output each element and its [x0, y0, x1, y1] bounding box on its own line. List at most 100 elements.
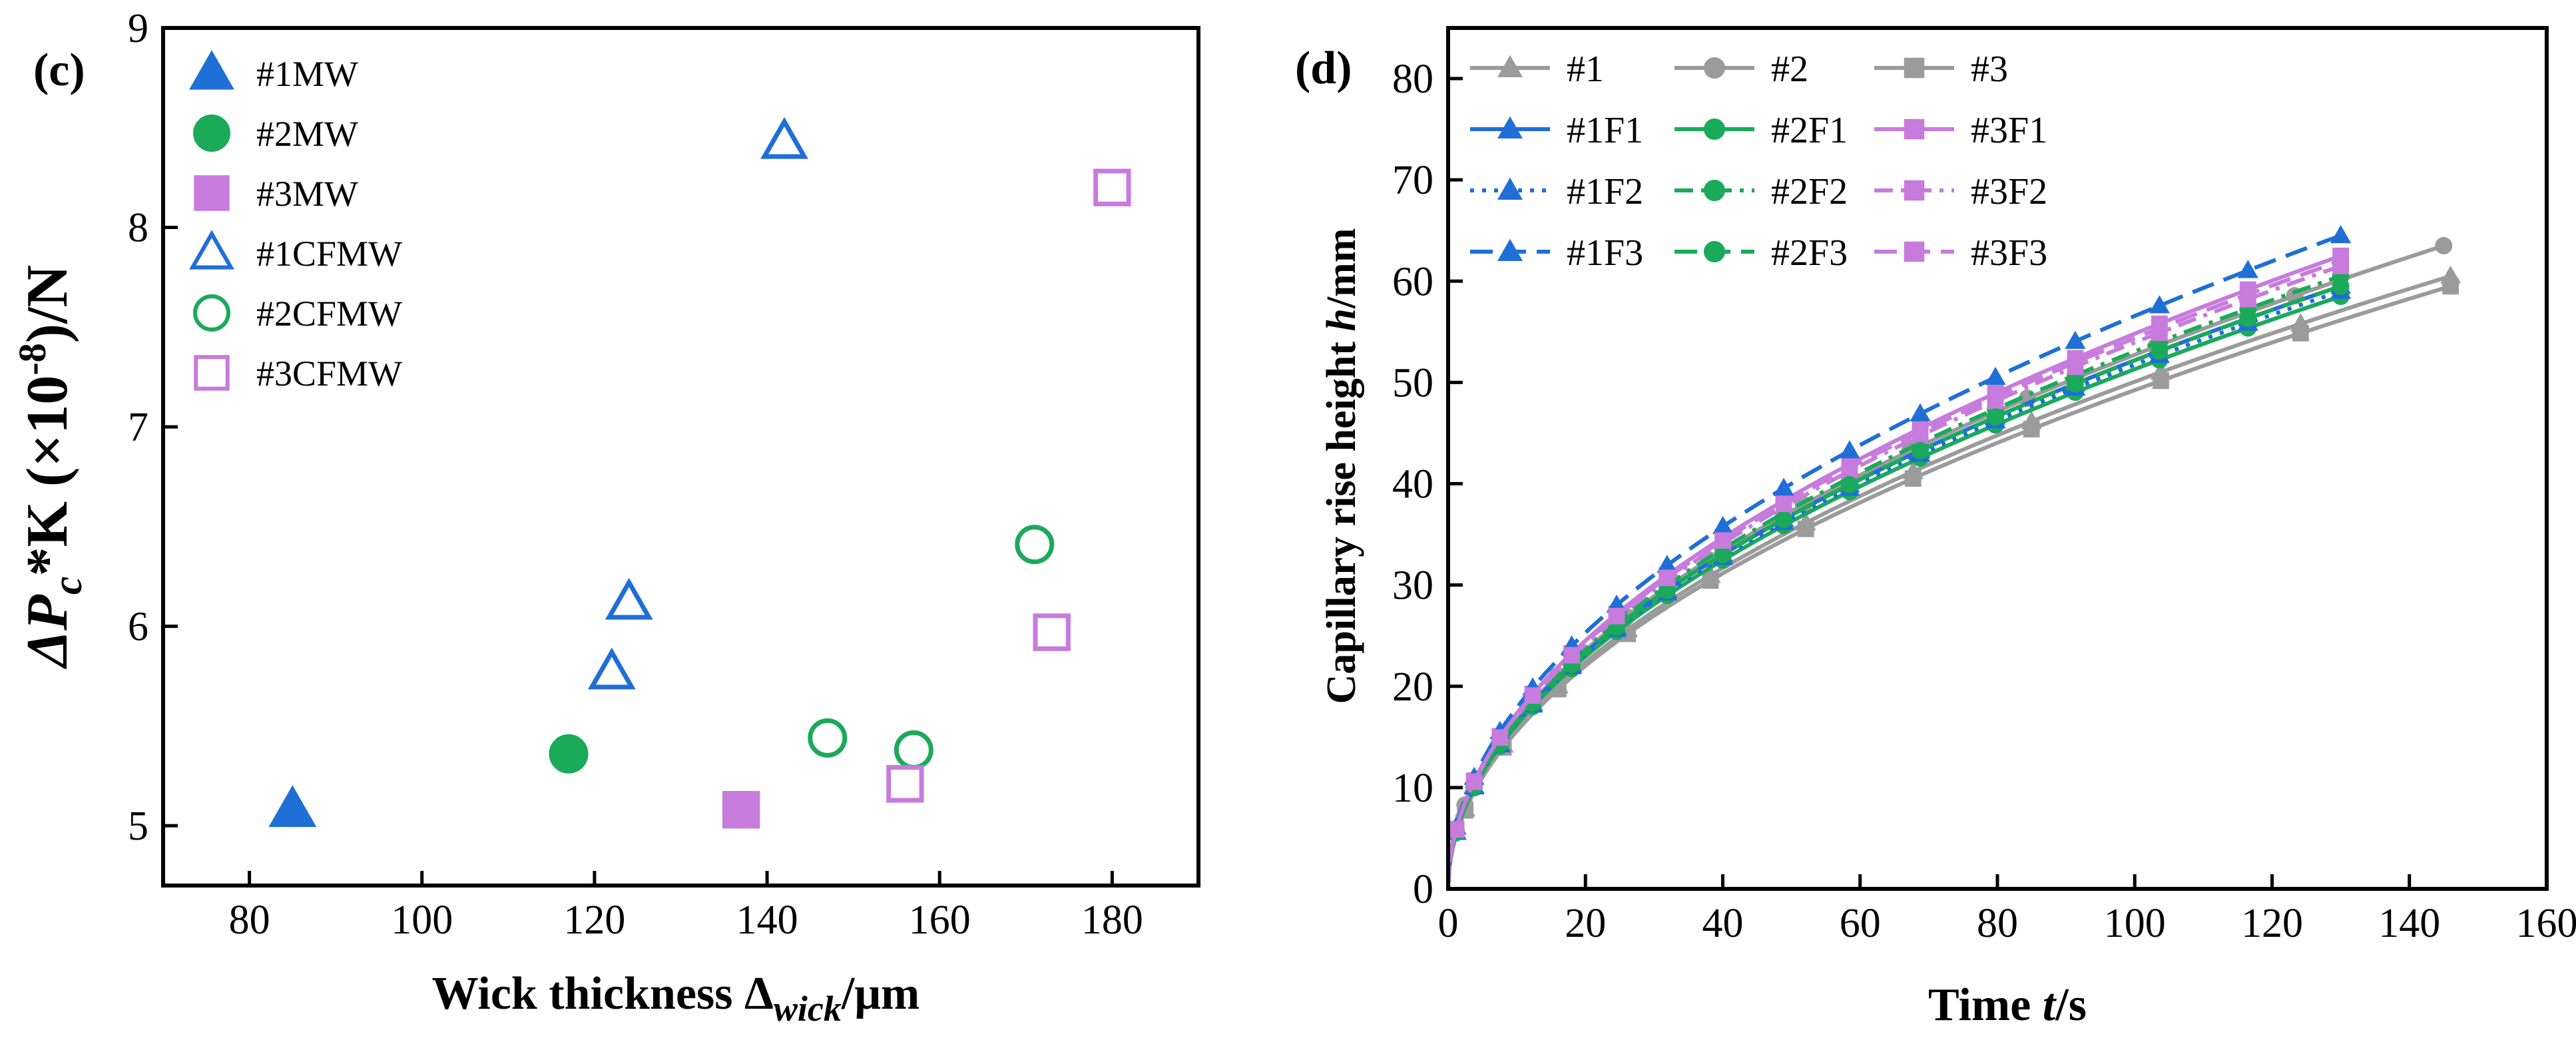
x-tick-label-d: 120: [2241, 901, 2303, 946]
y-tick-label-c: 7: [128, 405, 148, 450]
marker-3F3: [1841, 459, 1858, 476]
y-tick-label-d: 0: [1413, 867, 1433, 912]
legend-marker-3CFMW: [194, 355, 230, 391]
x-label-var-d: t: [2043, 979, 2057, 1031]
data-point-2CFMW: [808, 718, 848, 758]
curve-3F3: [1446, 259, 2342, 890]
marker-1F3: [2237, 260, 2258, 278]
curve-1F1: [1446, 284, 2342, 890]
marker-3: [2153, 372, 2169, 390]
marker-3F3: [1563, 647, 1580, 664]
legend-marker-1MW: [189, 50, 234, 90]
curve-3F2: [1446, 264, 2342, 890]
x-tick-label-d: 20: [1565, 901, 1606, 946]
y-label-unit: )/N: [15, 265, 80, 343]
marker-2F3: [2239, 310, 2257, 328]
x-tick-label-c: 120: [563, 898, 625, 943]
x-tick-label-d: 100: [2104, 901, 2166, 946]
chart-d: (d) 0 20 40 60 80 100 120 140 160 0 10 20 30 40 50 60 70…: [1295, 26, 2576, 1031]
marker-2: [2435, 237, 2453, 255]
legend-label-d: #3F3: [1971, 232, 2047, 274]
data-point-3CFMW: [886, 765, 924, 803]
legend-marker-1: [1497, 55, 1523, 77]
legend-label-d: #1F2: [1567, 171, 1643, 212]
legend-label-d: #3: [1971, 49, 2008, 90]
marker-1F3: [1839, 440, 1860, 459]
data-point-3CFMW: [1033, 613, 1071, 651]
marker-3F3: [1987, 389, 2004, 405]
x-tick-label-c: 180: [1081, 898, 1143, 943]
curve-2: [1446, 244, 2445, 890]
marker-2F3: [1840, 475, 1858, 493]
panel-label-d: (d): [1295, 43, 1352, 94]
legend-label-d: #1F1: [1567, 110, 1643, 151]
legend-label-d: #2: [1771, 49, 1808, 90]
marker-3: [2023, 421, 2040, 437]
y-label-unit-d: /mm: [1319, 228, 1364, 310]
y-label-var-d: h: [1319, 308, 1364, 331]
legend-marker-2CFMW: [193, 294, 230, 332]
marker-1F3: [1712, 515, 1734, 535]
x-tick-label-d: 0: [1438, 901, 1459, 946]
y-tick-label-d: 20: [1392, 664, 1433, 710]
legend-label-d: #2F2: [1771, 171, 1848, 212]
plot-frame-c: [161, 26, 1200, 888]
y-tick-label-d: 50: [1392, 360, 1433, 405]
y-tick-label-d: 70: [1392, 158, 1433, 203]
legend-marker-2MW: [193, 115, 230, 152]
y-label-main-d: Capillary rise height: [1319, 332, 1364, 704]
curve-3: [1446, 284, 2451, 890]
curve-2F1: [1446, 294, 2342, 890]
legend-label-c: #2CFMW: [256, 294, 402, 334]
legend-label-c: #3MW: [256, 174, 358, 214]
legend-marker-3F1: [1904, 119, 1925, 140]
y-tick-label-d: 60: [1392, 259, 1433, 304]
y-tick-label-c: 6: [128, 605, 148, 650]
y-tick-label-d: 30: [1392, 563, 1433, 609]
marker-1F3: [1773, 477, 1794, 496]
data-point-2CFMW: [1015, 525, 1055, 565]
marker-3F3: [1659, 569, 1676, 587]
x-tick-label-c: 100: [391, 898, 453, 943]
marker-1F3: [2330, 225, 2352, 244]
x-label-main-d: Time: [1928, 979, 2043, 1031]
legend-marker-1F2: [1497, 177, 1523, 200]
data-point-3MW: [722, 790, 760, 829]
legend-label-d: #1: [1567, 49, 1604, 90]
legend-marker-3F2: [1904, 180, 1925, 201]
legend-label-c: #1CFMW: [256, 234, 402, 274]
x-label-main: Wick thickness Δ: [432, 968, 774, 1019]
marker-1F3: [2065, 330, 2086, 349]
legend-label-d: #1F3: [1567, 232, 1643, 274]
marker-2F3: [1775, 510, 1793, 528]
y-tick-label-c: 9: [128, 6, 148, 51]
x-axis-label-c: Wick thickness Δwick/μm: [432, 968, 920, 1029]
y-label-mid: *K (×10: [15, 376, 80, 577]
marker-3: [2292, 324, 2309, 342]
marker-1F3: [1910, 403, 1931, 421]
marker-3F3: [1714, 532, 1732, 549]
legend-label-d: #2F3: [1771, 232, 1848, 274]
legend-marker-1F1: [1497, 116, 1523, 138]
marker-3F3: [2332, 252, 2350, 270]
data-point-1MW: [268, 785, 317, 828]
curve-2F2: [1446, 274, 2342, 890]
y-tick-label-c: 5: [128, 804, 148, 849]
y-label-delta-p: ΔP: [15, 594, 80, 669]
x-tick-label-c: 140: [736, 898, 798, 943]
y-tick-label-d: 80: [1392, 57, 1433, 102]
data-point-3CFMW: [1093, 168, 1131, 206]
data-point-1CFMW: [587, 647, 636, 690]
legend-label-d: #3F2: [1971, 171, 2047, 212]
y-tick-label-d: 40: [1392, 462, 1433, 507]
marker-2F3: [2151, 342, 2169, 360]
marker-2F3: [1987, 408, 2005, 426]
marker-3: [1702, 572, 1719, 589]
x-axis-label-d: Time t/s: [1928, 979, 2087, 1031]
legend-label-c: #2MW: [256, 114, 358, 154]
legend-marker-3F3: [1904, 241, 1925, 262]
panel-label-c: (c): [33, 45, 85, 96]
data-point-2MW: [549, 734, 589, 774]
legend-label-d: #3F1: [1971, 110, 2047, 151]
